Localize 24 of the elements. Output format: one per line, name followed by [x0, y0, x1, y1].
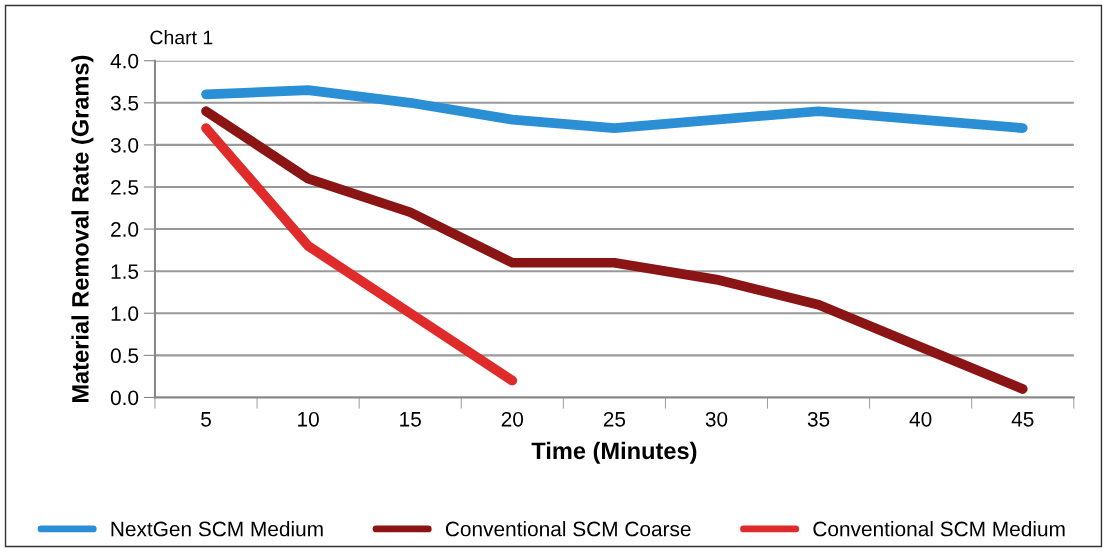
legend-label: NextGen SCM Medium	[111, 521, 323, 537]
x-axis-title: Time (Minutes)	[531, 441, 697, 464]
y-tick-label: 3.5	[110, 95, 139, 111]
x-tick-label: 25	[603, 411, 626, 427]
legend-label: Conventional SCM Medium	[813, 521, 1065, 537]
y-tick-label: 4.0	[110, 53, 139, 69]
y-tick-label: 1.0	[111, 306, 139, 322]
x-tick-label: 30	[705, 411, 728, 427]
x-tick-label: 10	[298, 411, 319, 427]
x-tick-label: 20	[501, 411, 524, 427]
x-tick-label: 5	[201, 412, 211, 427]
y-tick-label: 0.5	[110, 348, 139, 364]
y-tick-label: 2.5	[111, 179, 139, 195]
y-tick-label: 3.0	[110, 137, 139, 153]
y-tick-label: 1.5	[111, 264, 139, 279]
y-tick-label: 0.0	[110, 390, 139, 406]
y-tick-label: 2.0	[111, 222, 139, 237]
x-tick-label: 45	[1011, 412, 1034, 427]
y-axis-title: Material Removal Rate (Grams)	[71, 55, 94, 403]
legend-label: Conventional SCM Coarse	[445, 521, 691, 537]
x-tick-label: 35	[807, 411, 830, 427]
x-tick-label: 15	[400, 412, 421, 427]
x-tick-label: 40	[909, 411, 932, 427]
chart-title: Chart 1	[150, 30, 213, 45]
